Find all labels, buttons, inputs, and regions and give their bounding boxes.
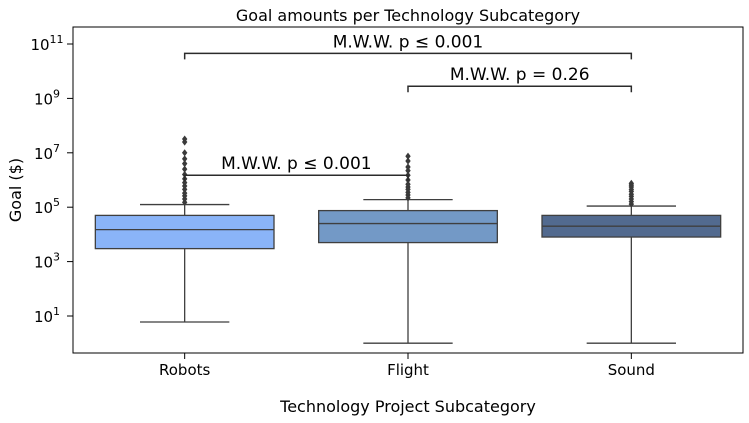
y-axis-label: Goal ($) [6,158,25,222]
significance-bracket [183,52,633,60]
significance-label: M.W.W. p ≤ 0.001 [333,32,484,52]
outlier-point-robots [181,149,188,157]
chart-title: Goal amounts per Technology Subcategory [236,6,580,25]
plot-area: 101 103 105 107 109 1011 Robots Flight Sound M.W.… [30,26,744,379]
outlier-point-robots [181,165,188,173]
box-flight [318,209,498,244]
box-robots [94,214,275,250]
outlier-point-robots [181,179,188,187]
significance-bracket [183,174,409,182]
significance-bracket [407,85,633,93]
x-tick-label-sound: Sound [608,361,655,379]
y-tick-label: 105 [34,196,60,217]
outlier-point-flight [405,163,411,171]
outlier-point-robots [181,189,188,197]
outlier-point-flight [405,152,411,160]
x-tick-label-flight: Flight [387,361,429,379]
y-tick-label: 107 [34,142,60,163]
outlier-point-flight [405,180,411,188]
significance-label: M.W.W. p = 0.26 [450,65,590,85]
x-tick-label-robots: Robots [159,361,211,379]
y-tick-label: 101 [34,305,60,326]
outlier-point-robots [181,135,188,143]
outlier-point-sound [628,179,635,187]
y-tick-label: 109 [34,87,60,108]
outlier-point-robots [181,160,188,168]
significance-label: M.W.W. p ≤ 0.001 [221,154,372,174]
y-tick-label: 103 [34,251,60,272]
outlier-point-robots [181,155,188,163]
outlier-point-robots [181,170,188,179]
outlier-point-flight [405,167,411,175]
x-axis-label: Technology Project Subcategory [279,397,536,416]
y-tick-label: 1011 [30,33,63,54]
outlier-point-flight [405,157,411,165]
